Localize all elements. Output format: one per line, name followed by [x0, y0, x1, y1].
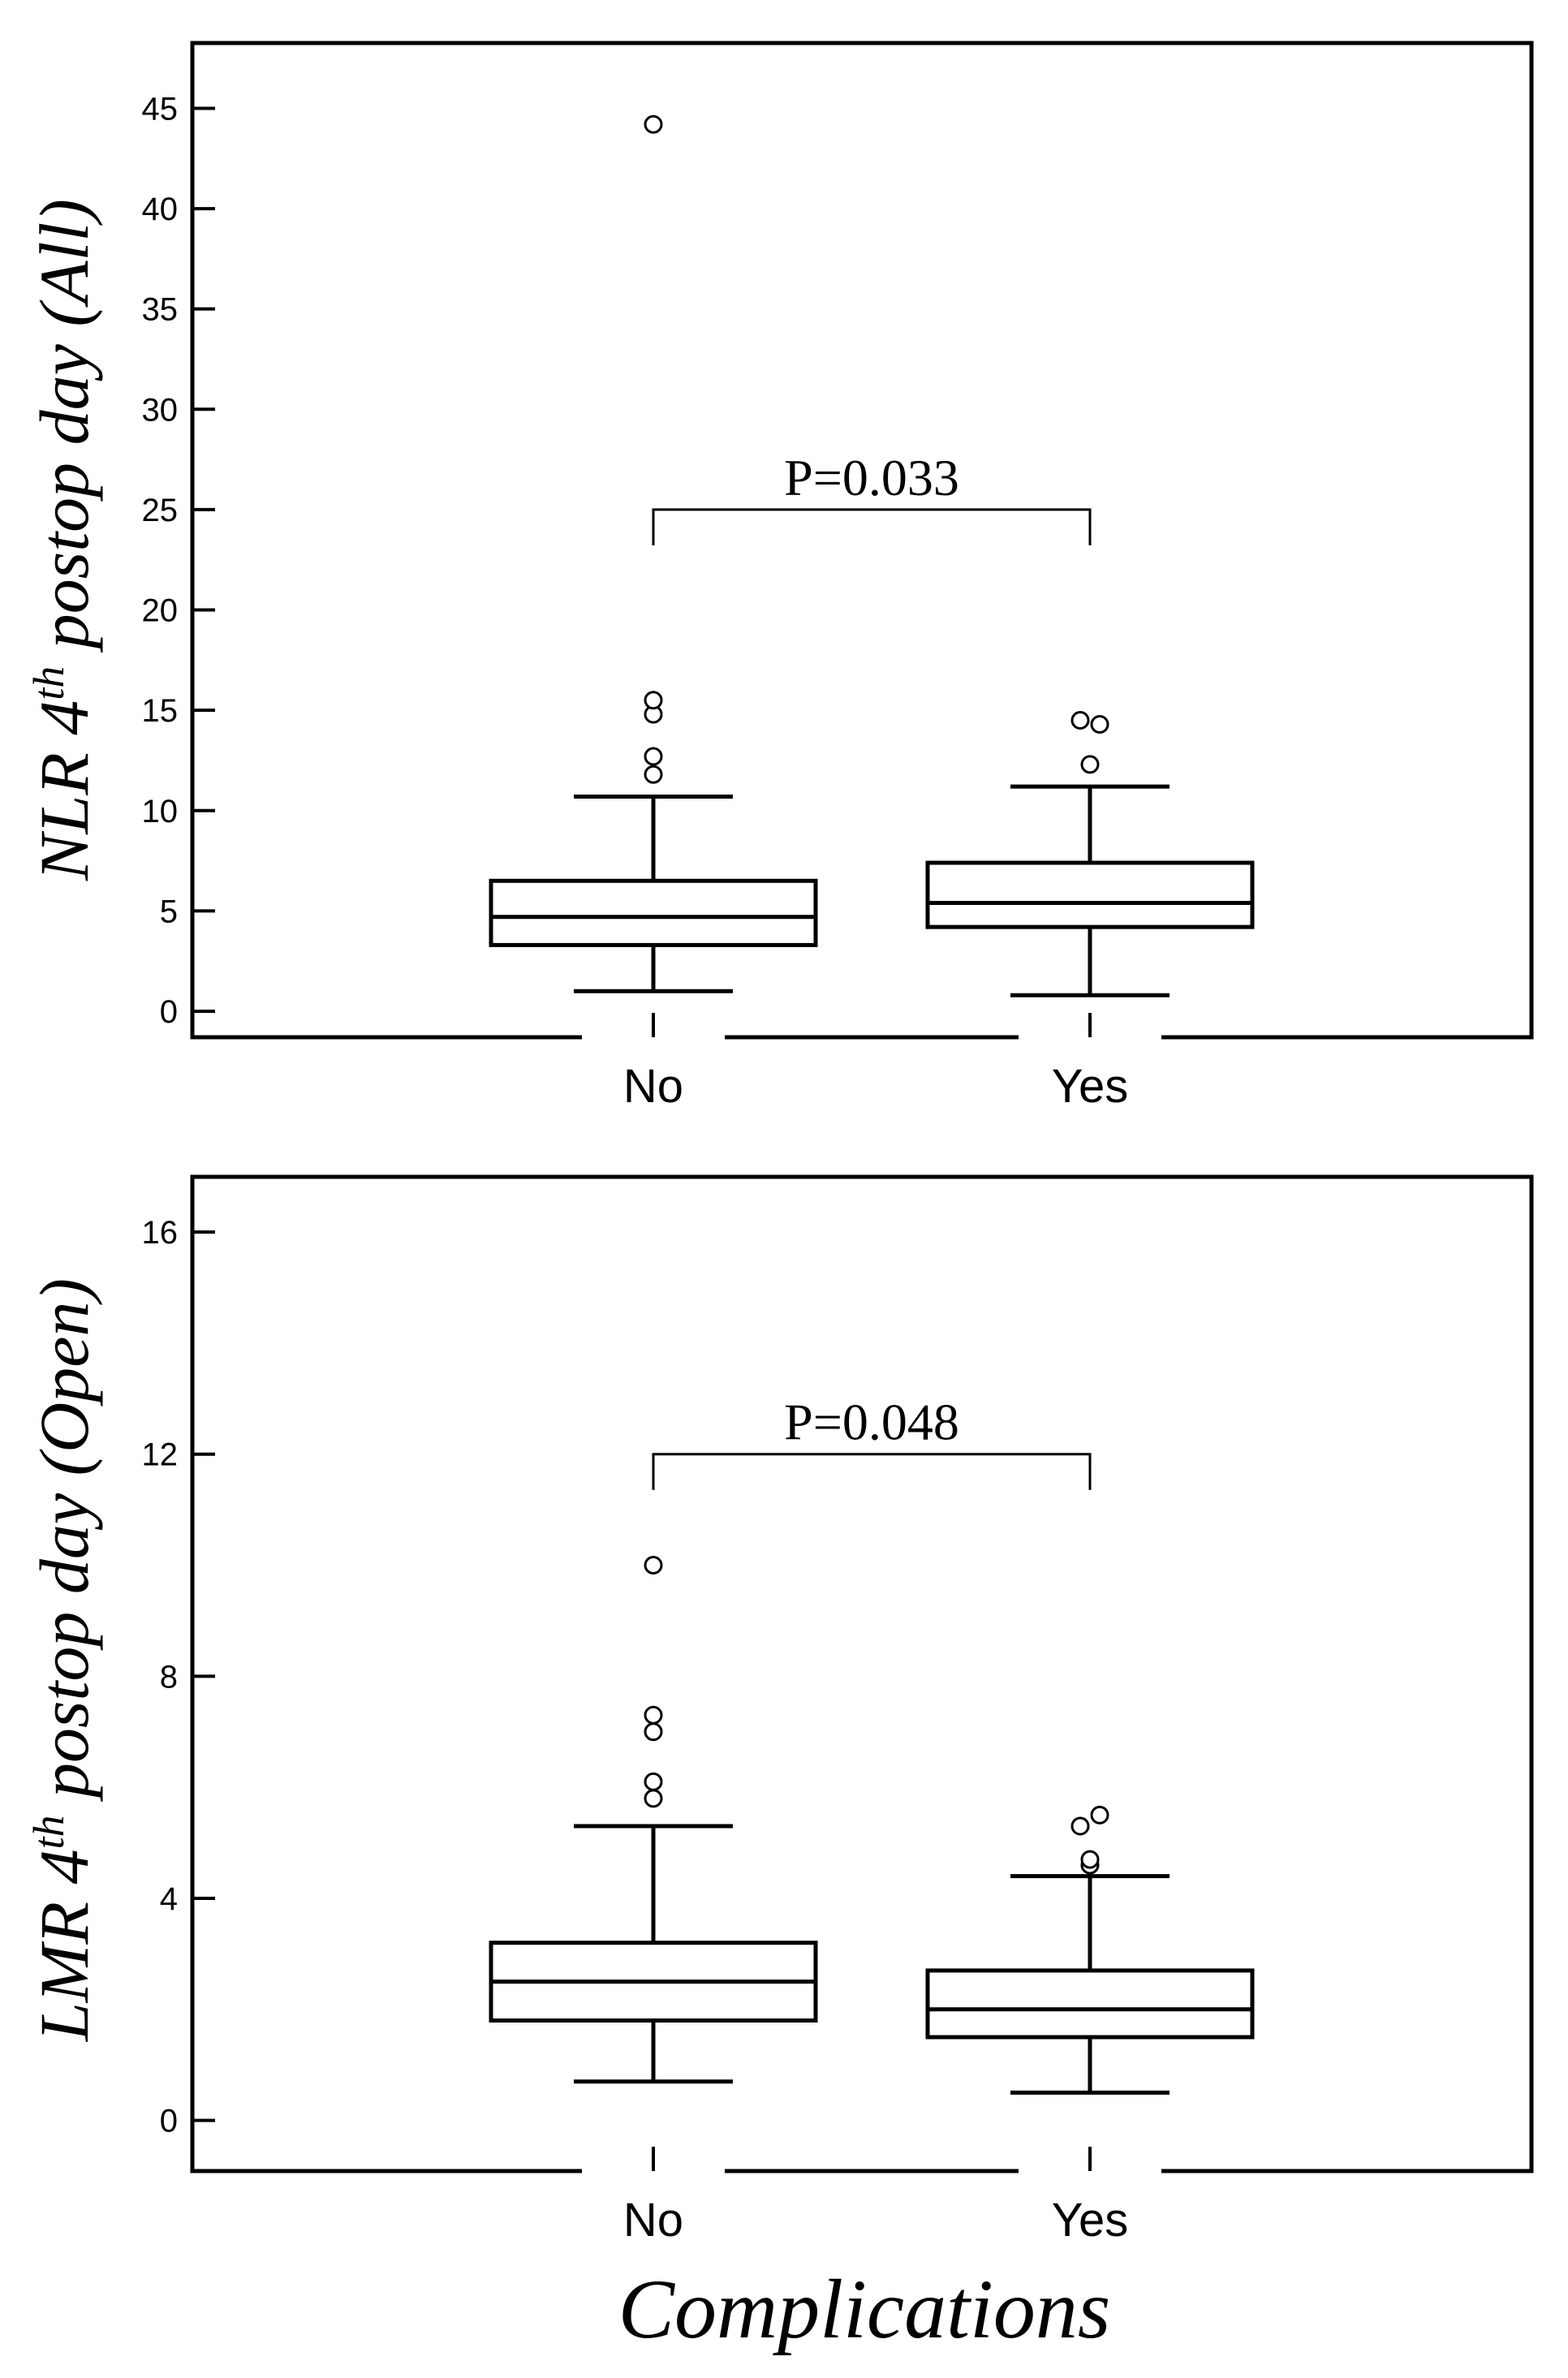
panel-nlr: 0 5 10 15 20 25 30 35 40 45 No Yes P=0.033 NLR 4th…: [24, 41, 1534, 1113]
box-plot-yes: [925, 1805, 1255, 2095]
y-axis-title-main: LMR 4: [25, 1850, 103, 2044]
y-tick-label: 25: [142, 493, 179, 528]
outlier-point: [1080, 1850, 1100, 1869]
y-axis-title: NLR 4th postop day (All): [24, 199, 103, 881]
significance-annotation: P=0.033: [652, 449, 1092, 545]
y-tick-label: 40: [142, 192, 179, 227]
p-value-label: P=0.048: [784, 1394, 959, 1451]
p-value-label: P=0.033: [784, 449, 959, 506]
y-axis-title-rest: postop day (All): [25, 199, 103, 666]
y-tick-label: 0: [160, 2104, 178, 2139]
outlier-point: [644, 1705, 663, 1725]
x-axis-ticks: No Yes: [582, 2147, 1161, 2247]
y-axis-ticks: 0 5 10 15 20 25 30 35 40 45: [142, 91, 215, 1030]
outlier-point: [1090, 1805, 1109, 1824]
outlier-point: [644, 114, 663, 134]
outlier-point: [644, 691, 663, 710]
box-plot-yes: [925, 711, 1255, 997]
outlier-point: [644, 1556, 663, 1575]
x-tick-label: Yes: [1052, 2194, 1129, 2247]
panel-lmr: 0 4 8 12 16 No Yes P=0.048 LMR 4th postop day…: [24, 1174, 1534, 2247]
y-tick-label: 5: [160, 894, 178, 929]
x-tick-label: No: [623, 2194, 683, 2247]
y-tick-label: 8: [160, 1659, 178, 1695]
y-tick-label: 10: [142, 794, 179, 829]
outlier-point: [644, 747, 663, 766]
y-axis-ticks: 0 4 8 12 16: [142, 1215, 215, 2139]
x-tick-label: Yes: [1052, 1060, 1129, 1113]
outlier-point: [1070, 711, 1090, 730]
y-tick-label: 20: [142, 593, 179, 629]
iqr-box: [925, 1968, 1255, 2040]
outlier-point: [644, 1789, 663, 1808]
x-axis-ticks: No Yes: [582, 1013, 1161, 1113]
significance-bracket: [652, 508, 1092, 545]
box-plots: [489, 114, 1255, 997]
plot-frame: [190, 41, 1534, 1040]
outlier-point: [1070, 1816, 1090, 1836]
significance-bracket: [652, 1453, 1092, 1490]
y-tick-label: 16: [142, 1215, 179, 1251]
y-tick-label: 35: [142, 292, 179, 328]
y-tick-label: 45: [142, 91, 179, 127]
iqr-box: [925, 860, 1255, 929]
y-tick-label: 4: [160, 1881, 178, 1917]
y-axis-title-superscript: th: [24, 1816, 73, 1850]
y-tick-label: 15: [142, 693, 179, 729]
outlier-point: [644, 765, 663, 784]
outlier-point: [1080, 755, 1100, 774]
y-axis-title-rest: postop day (Open): [25, 1278, 103, 1816]
y-axis-title-main: NLR 4: [25, 700, 103, 881]
box-plots: [489, 1556, 1255, 2095]
y-tick-label: 0: [160, 994, 178, 1030]
y-axis-title: LMR 4th postop day (Open): [24, 1278, 103, 2043]
x-axis-title: Complications: [618, 2263, 1111, 2356]
significance-annotation: P=0.048: [652, 1394, 1092, 1490]
plot-frame: [190, 1174, 1534, 2173]
iqr-box: [489, 878, 818, 947]
x-tick-label: No: [623, 1060, 683, 1113]
y-tick-label: 30: [142, 392, 179, 428]
box-plot-no: [489, 1556, 818, 2084]
outlier-point: [644, 1772, 663, 1791]
y-tick-label: 12: [142, 1437, 179, 1473]
outlier-point: [644, 1722, 663, 1742]
y-axis-title-superscript: th: [24, 666, 73, 700]
outlier-point: [1090, 714, 1109, 734]
box-plot-no: [489, 114, 818, 993]
